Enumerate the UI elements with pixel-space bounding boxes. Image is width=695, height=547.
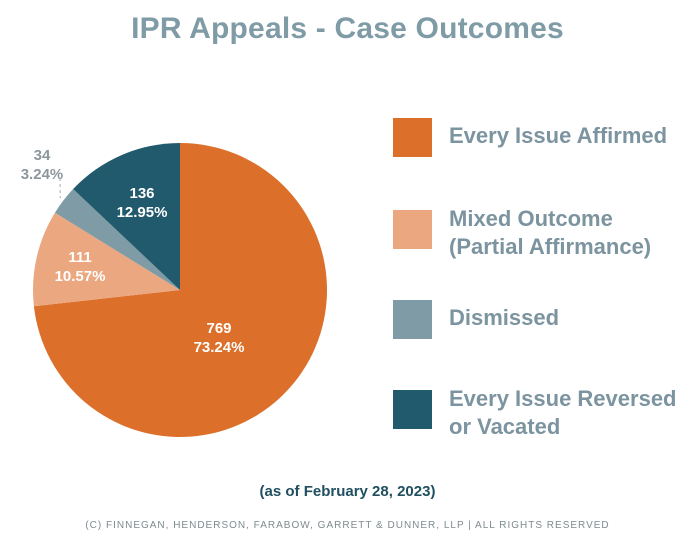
legend-label: Every Issue Affirmed xyxy=(449,123,668,148)
slice-count: 136 xyxy=(129,185,154,202)
slice-percent: 10.57% xyxy=(55,268,106,285)
legend-label: Dismissed xyxy=(449,305,560,330)
legend-label: Mixed Outcome (Partial Affirmance) xyxy=(449,206,652,259)
copyright-notice: (c) Finnegan, Henderson, Farabow, Garret… xyxy=(85,520,610,531)
slice-count: 34 xyxy=(34,147,51,164)
slice-percent: 3.24% xyxy=(21,166,64,183)
date-note: (as of February 28, 2023) xyxy=(259,483,436,500)
pie-slice-every-issue-affirmed xyxy=(33,143,328,437)
legend-swatch xyxy=(393,300,432,339)
chart-title: IPR Appeals - Case Outcomes xyxy=(131,12,564,45)
legend-label: Every Issue Reversed or Vacated xyxy=(449,386,677,439)
slice-label: 136 12.95% xyxy=(117,185,168,221)
slice-count: 111 xyxy=(68,249,91,266)
legend-swatch xyxy=(393,210,432,249)
pie-slice-mixed-outcome-partial-affirmance xyxy=(32,212,180,307)
legend-swatch xyxy=(393,118,432,157)
pie-slice-every-issue-reversed-or-vacated xyxy=(73,143,180,290)
slice-percent: 73.24% xyxy=(194,339,245,356)
slice-percent: 12.95% xyxy=(117,204,168,221)
slice-count: 769 xyxy=(206,320,231,337)
legend-swatch xyxy=(393,390,432,429)
pie-slice-dismissed xyxy=(54,189,181,290)
slice-label: 34 3.24% xyxy=(21,147,64,183)
slice-label: 769 73.24% xyxy=(194,320,245,356)
slice-label: 111 10.57% xyxy=(55,249,106,285)
